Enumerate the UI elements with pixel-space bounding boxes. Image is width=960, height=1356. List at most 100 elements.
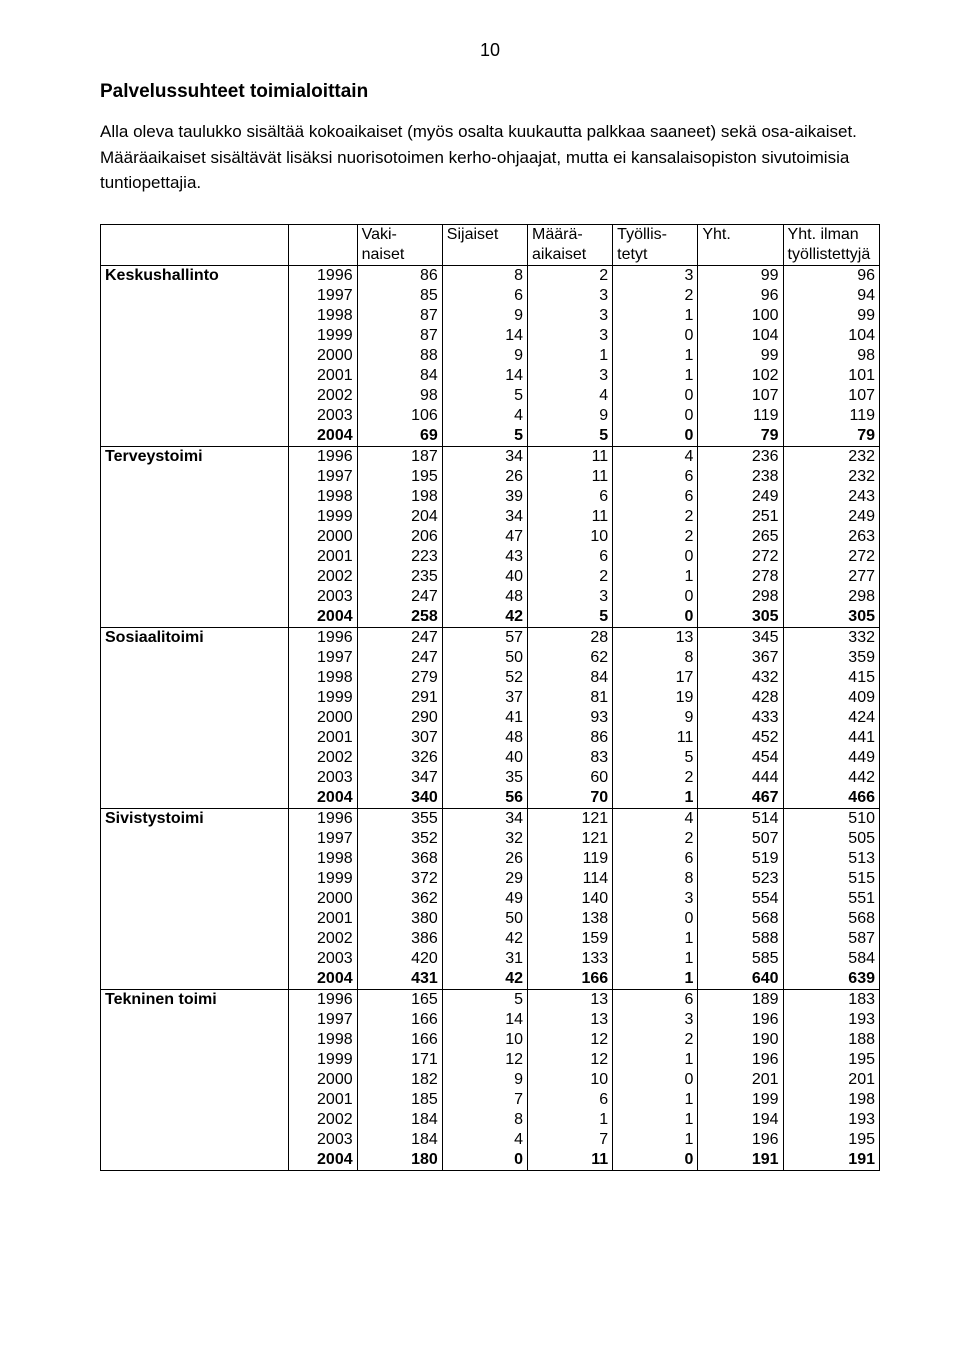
column-header [101, 245, 289, 266]
year-cell: 2004 [289, 788, 357, 809]
value-cell: 420 [357, 949, 442, 969]
value-cell: 0 [613, 607, 698, 628]
value-cell: 48 [442, 587, 527, 607]
value-cell: 79 [698, 426, 783, 447]
value-cell: 121 [527, 808, 612, 829]
year-cell: 1997 [289, 467, 357, 487]
page-number: 10 [100, 40, 880, 61]
value-cell: 165 [357, 989, 442, 1010]
table-row: Terveystoimi199618734114236232 [101, 446, 880, 467]
intro-paragraph: Alla oleva taulukko sisältää kokoaikaise… [100, 119, 880, 196]
table-row: 199917112121196195 [101, 1050, 880, 1070]
year-cell: 2001 [289, 728, 357, 748]
value-cell: 235 [357, 567, 442, 587]
value-cell: 1 [613, 567, 698, 587]
table-row: 200334735602444442 [101, 768, 880, 788]
value-cell: 99 [698, 265, 783, 286]
section-name [101, 306, 289, 326]
value-cell: 140 [527, 889, 612, 909]
year-cell: 2003 [289, 949, 357, 969]
table-row: 199724750628367359 [101, 648, 880, 668]
table-row: 1999871430104104 [101, 326, 880, 346]
value-cell: 29 [442, 869, 527, 889]
value-cell: 62 [527, 648, 612, 668]
table-row: 199920434112251249 [101, 507, 880, 527]
value-cell: 42 [442, 607, 527, 628]
section-name: Keskushallinto [101, 265, 289, 286]
value-cell: 107 [698, 386, 783, 406]
value-cell: 13 [527, 989, 612, 1010]
section-name [101, 567, 289, 587]
value-cell: 9 [527, 406, 612, 426]
value-cell: 6 [527, 547, 612, 567]
value-cell: 236 [698, 446, 783, 467]
value-cell: 185 [357, 1090, 442, 1110]
value-cell: 206 [357, 527, 442, 547]
value-cell: 232 [783, 467, 879, 487]
value-cell: 568 [783, 909, 879, 929]
year-cell: 2004 [289, 969, 357, 990]
table-row: 20041800110191191 [101, 1150, 880, 1171]
value-cell: 12 [527, 1030, 612, 1050]
year-cell: 2004 [289, 1150, 357, 1171]
year-cell: 1996 [289, 808, 357, 829]
year-cell: 2000 [289, 889, 357, 909]
value-cell: 272 [783, 547, 879, 567]
value-cell: 13 [527, 1010, 612, 1030]
value-cell: 166 [527, 969, 612, 990]
value-cell: 6 [442, 286, 527, 306]
table-row: 1998279528417432415 [101, 668, 880, 688]
value-cell: 263 [783, 527, 879, 547]
section-name: Sivistystoimi [101, 808, 289, 829]
value-cell: 1 [613, 949, 698, 969]
value-cell: 191 [783, 1150, 879, 1171]
value-cell: 466 [783, 788, 879, 809]
column-header: Työllis- [613, 224, 698, 245]
value-cell: 452 [698, 728, 783, 748]
column-header: Vaki- [357, 224, 442, 245]
column-header: Sijaiset [442, 224, 527, 245]
value-cell: 99 [783, 306, 879, 326]
section-name [101, 467, 289, 487]
value-cell: 86 [527, 728, 612, 748]
value-cell: 424 [783, 708, 879, 728]
value-cell: 6 [613, 467, 698, 487]
table-row: 20032474830298298 [101, 587, 880, 607]
value-cell: 57 [442, 627, 527, 648]
table-row: 200020647102265263 [101, 527, 880, 547]
table-row: Tekninen toimi19961655136189183 [101, 989, 880, 1010]
value-cell: 99 [698, 346, 783, 366]
table-row: 2002386421591588587 [101, 929, 880, 949]
section-name [101, 607, 289, 628]
table-row: Keskushallinto1996868239996 [101, 265, 880, 286]
column-header [698, 245, 783, 266]
value-cell: 42 [442, 969, 527, 990]
table-row: 1999372291148523515 [101, 869, 880, 889]
section-name [101, 1110, 289, 1130]
section-name [101, 286, 289, 306]
value-cell: 1 [613, 1110, 698, 1130]
value-cell: 12 [442, 1050, 527, 1070]
value-cell: 166 [357, 1030, 442, 1050]
value-cell: 554 [698, 889, 783, 909]
value-cell: 640 [698, 969, 783, 990]
value-cell: 199 [698, 1090, 783, 1110]
section-name [101, 547, 289, 567]
value-cell: 193 [783, 1010, 879, 1030]
value-cell: 196 [698, 1050, 783, 1070]
year-cell: 1999 [289, 1050, 357, 1070]
value-cell: 519 [698, 849, 783, 869]
year-cell: 1999 [289, 507, 357, 527]
value-cell: 0 [613, 1070, 698, 1090]
value-cell: 305 [698, 607, 783, 628]
value-cell: 428 [698, 688, 783, 708]
value-cell: 368 [357, 849, 442, 869]
table-row: 2003106490119119 [101, 406, 880, 426]
table-row: 199716614133196193 [101, 1010, 880, 1030]
value-cell: 340 [357, 788, 442, 809]
section-name [101, 768, 289, 788]
table-row: 1998368261196519513 [101, 849, 880, 869]
value-cell: 3 [613, 889, 698, 909]
section-name [101, 406, 289, 426]
value-cell: 11 [613, 728, 698, 748]
